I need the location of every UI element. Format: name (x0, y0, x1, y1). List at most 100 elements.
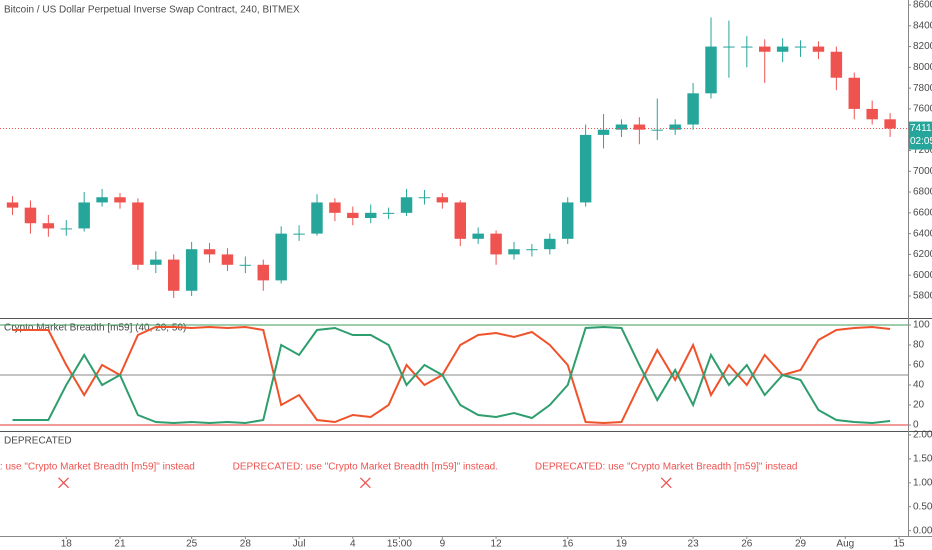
candle-body (275, 233, 287, 281)
candle-body (526, 249, 538, 251)
candle-body (651, 129, 664, 131)
y-tick-label: 2.0000 (913, 430, 932, 441)
candle-body (293, 233, 305, 235)
candle-body (884, 119, 896, 129)
candle-body (418, 197, 431, 199)
candle-body (597, 129, 610, 135)
candle-body (776, 46, 789, 52)
y-tick-label: 0.5000 (913, 501, 932, 512)
y-tick-label: 0.0000 (913, 525, 932, 536)
y-tick-label: 40 (913, 380, 925, 391)
candle-body (436, 197, 449, 203)
annotation: DEPRECATED: use "Crypto Market Breadth [… (233, 461, 498, 472)
candle-body (544, 238, 556, 250)
candle-body (96, 197, 108, 203)
candle-body (221, 254, 234, 265)
x-tick-label: Jul (293, 539, 306, 550)
y-tick-label: 6200.0 (913, 249, 932, 260)
candle-body (866, 108, 878, 120)
candle-body (78, 202, 90, 229)
y-tick-label: 6800.0 (913, 187, 932, 198)
breadth-line (12, 325, 891, 425)
candle-body (114, 197, 126, 203)
y-tick-label: 20 (913, 400, 925, 411)
price-badge (909, 121, 932, 150)
y-tick-label: 7800.0 (913, 83, 932, 94)
candle-body (257, 264, 269, 281)
y-tick-label: 6600.0 (913, 207, 932, 218)
annotation: DEPRECATED: use "Crypto Market Breadth [… (535, 461, 798, 472)
indicator-title: Crypto Market Breadth [m59] (40, 20, 50) (4, 323, 186, 334)
y-tick-label: 7600.0 (913, 104, 932, 115)
candle-body (669, 124, 681, 130)
candle-body (723, 46, 735, 48)
candle-body (561, 202, 574, 239)
candle-body (615, 124, 628, 130)
x-tick-label: 21 (114, 539, 126, 550)
candle-body (812, 46, 825, 52)
x-tick-label: Aug (836, 539, 854, 550)
candle-body (6, 202, 19, 208)
x-tick-label: 16 (562, 539, 574, 550)
y-tick-label: 60 (913, 360, 925, 371)
indicator-title: DEPRECATED (4, 436, 72, 447)
candle-body (454, 202, 466, 239)
x-tick-label: 12 (491, 539, 503, 550)
x-marker (660, 477, 672, 489)
candle-body (185, 249, 198, 291)
y-tick-label: 8600.0 (913, 0, 932, 11)
x-tick-label: 23 (688, 539, 700, 550)
candle-body (400, 197, 413, 213)
y-tick-label: 1.5000 (913, 453, 932, 464)
candle-body (472, 233, 484, 239)
candle-body (132, 202, 144, 265)
x-tick-label: 4 (350, 539, 356, 550)
x-marker (359, 477, 371, 489)
candle-body (848, 77, 861, 109)
x-tick-label: 18 (61, 539, 73, 550)
x-tick-label: 29 (795, 539, 807, 550)
candle-body (203, 249, 216, 255)
y-tick-label: 7200.0 (913, 145, 932, 156)
candle-body (758, 46, 771, 52)
x-tick-label: 15 (893, 539, 905, 550)
candle-body (42, 223, 55, 229)
y-tick-label: 80 (913, 340, 925, 351)
x-tick-label: 25 (186, 539, 198, 550)
y-tick-label: 6400.0 (913, 228, 932, 239)
annotation: DEPRECATED: use "Crypto Market Breadth [… (0, 461, 195, 472)
candle-body (705, 46, 717, 94)
y-tick-label: 7000.0 (913, 166, 932, 177)
y-tick-label: 8400.0 (913, 20, 932, 31)
x-tick-label: 28 (240, 539, 252, 550)
candle-body (150, 259, 162, 265)
candle-body (311, 202, 323, 234)
candle-body (382, 212, 395, 214)
candle-body (239, 264, 252, 266)
y-tick-label: 8200.0 (913, 41, 932, 52)
candle-body (741, 46, 753, 48)
chart-title: Bitcoin / US Dollar Perpetual Inverse Sw… (4, 5, 300, 16)
y-tick-label: 1.0000 (913, 477, 932, 488)
candle-body (347, 212, 359, 219)
y-tick-label: 100 (913, 320, 930, 331)
candle-body (633, 124, 646, 130)
candle-body (794, 46, 807, 48)
candle-body (167, 259, 180, 291)
x-tick-label: 26 (741, 539, 753, 550)
y-tick-label: 6000.0 (913, 270, 932, 281)
candle-body (364, 212, 377, 219)
x-tick-label: 19 (616, 539, 628, 550)
candle-body (60, 228, 72, 230)
candle-body (24, 207, 37, 224)
x-marker (58, 477, 70, 489)
y-tick-label: 8000.0 (913, 62, 932, 73)
breadth-line (12, 325, 891, 425)
candle-body (687, 93, 699, 125)
candle-body (490, 233, 502, 255)
price-label: 7411.0 (910, 123, 932, 134)
candle-body (579, 134, 592, 203)
candle-body (329, 202, 341, 213)
